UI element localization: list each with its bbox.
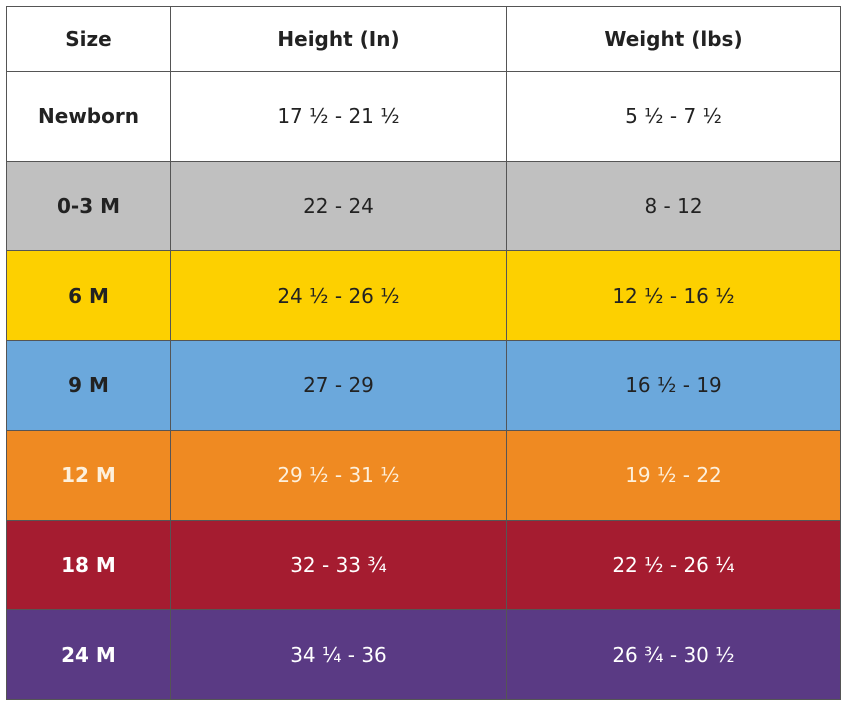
size-cell: Newborn <box>6 71 171 162</box>
measure-cell: 17 ½ - 21 ½ <box>170 71 507 162</box>
table-row: 0-3 M 22 - 24 8 - 12 <box>6 160 841 252</box>
size-cell: 0-3 M <box>6 160 171 252</box>
measure-cell: 26 ¾ - 30 ½ <box>506 609 841 700</box>
table-row: 9 M 27 - 29 16 ½ - 19 <box>6 340 841 431</box>
table-row: 12 M 29 ½ - 31 ½ 19 ½ - 22 <box>6 429 841 521</box>
size-chart: Size Height (In) Weight (lbs) Newborn 17 ½ … <box>6 6 841 700</box>
measure-cell: 19 ½ - 22 <box>506 429 841 521</box>
size-cell: 24 M <box>6 609 171 700</box>
table-row: 18 M 32 - 33 ¾ 22 ½ - 26 ¼ <box>6 519 841 611</box>
measure-cell: 32 - 33 ¾ <box>170 519 507 611</box>
table-row: 6 M 24 ½ - 26 ½ 12 ½ - 16 ½ <box>6 250 841 342</box>
size-cell: 18 M <box>6 519 171 611</box>
header-row: Size Height (In) Weight (lbs) <box>6 6 841 72</box>
measure-cell: 29 ½ - 31 ½ <box>170 429 507 521</box>
header-cell: Weight (lbs) <box>506 6 841 72</box>
size-cell: 6 M <box>6 250 171 342</box>
measure-cell: 22 - 24 <box>170 160 507 252</box>
table-row: 24 M 34 ¼ - 36 26 ¾ - 30 ½ <box>6 609 841 700</box>
header-cell: Size <box>6 6 171 72</box>
measure-cell: 22 ½ - 26 ¼ <box>506 519 841 611</box>
measure-cell: 8 - 12 <box>506 160 841 252</box>
measure-cell: 16 ½ - 19 <box>506 340 841 431</box>
measure-cell: 34 ¼ - 36 <box>170 609 507 700</box>
measure-cell: 24 ½ - 26 ½ <box>170 250 507 342</box>
table-header: Size Height (In) Weight (lbs) <box>6 6 841 72</box>
size-cell: 12 M <box>6 429 171 521</box>
measure-cell: 27 - 29 <box>170 340 507 431</box>
measure-cell: 5 ½ - 7 ½ <box>506 71 841 162</box>
header-cell: Height (In) <box>170 6 507 72</box>
size-cell: 9 M <box>6 340 171 431</box>
measure-cell: 12 ½ - 16 ½ <box>506 250 841 342</box>
